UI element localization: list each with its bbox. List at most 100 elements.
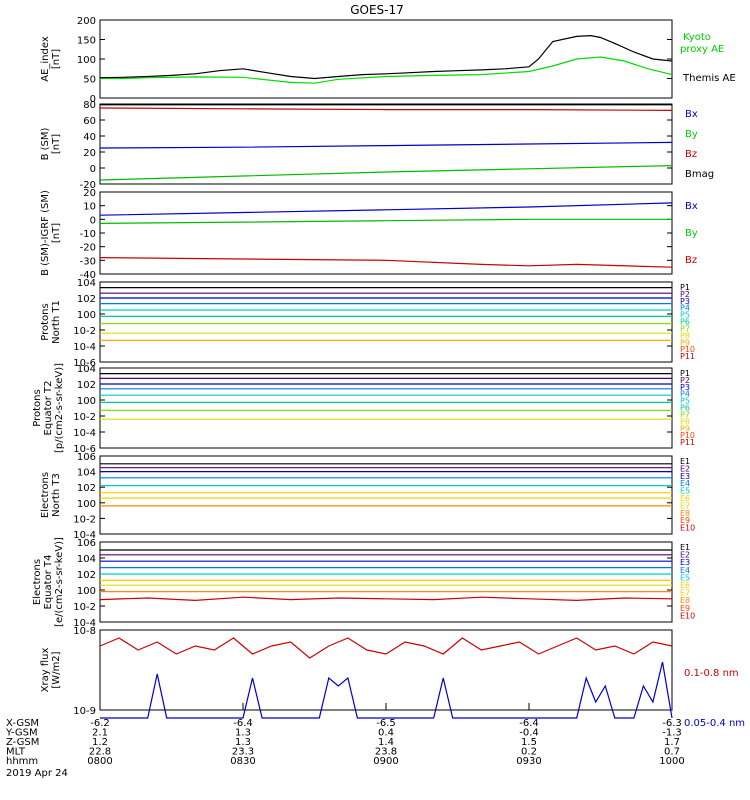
y-tick-label: 10-4	[73, 530, 96, 541]
legend-entry: P5	[680, 397, 690, 406]
y-axis-label: B (SM)-IGRF (SM)	[40, 190, 51, 276]
legend-entry: Bx	[685, 201, 698, 212]
y-axis-label: [p/(cm2-s-sr-keV)]	[54, 363, 65, 453]
legend-entry: E5	[680, 487, 690, 496]
x-row-value: 0900	[373, 756, 398, 767]
x-row-value: -6.2	[90, 718, 110, 729]
y-tick-label: 106	[77, 452, 96, 463]
legend-entry: P6	[680, 318, 690, 327]
x-row-value: -1.3	[662, 728, 682, 739]
legend-entry: E10	[680, 524, 695, 533]
panel-frame	[99, 103, 673, 185]
y-tick-label: 10-4	[73, 618, 96, 629]
x-row-value: 22.8	[89, 747, 111, 758]
y-tick-label: 104	[77, 364, 96, 375]
legend-entry: E3	[680, 558, 690, 567]
x-row-value: -6.5	[376, 718, 396, 729]
y-axis-label: [nT]	[51, 223, 62, 243]
x-row-value: 1.2	[92, 737, 108, 748]
legend-entry: P10	[680, 431, 695, 440]
series-line	[99, 596, 673, 602]
legend-entry: E1	[680, 543, 690, 552]
y-axis-label: [W/m2]	[51, 651, 62, 688]
x-row-value: 1.4	[378, 737, 394, 748]
y-tick-label: 102	[77, 294, 96, 305]
y-tick-label: 40	[83, 132, 96, 143]
y-tick-label: -10	[80, 229, 96, 240]
y-tick-label: 100	[77, 396, 96, 407]
x-row-value: -0.4	[519, 728, 539, 739]
y-tick-label: 10-2	[73, 412, 96, 423]
y-tick-label: 60	[83, 116, 96, 127]
legend-entry: P11	[680, 438, 695, 447]
legend-entry: P10	[680, 345, 695, 354]
legend-entry: P6	[680, 404, 690, 413]
x-row-value: 1.5	[521, 737, 537, 748]
panel-frame	[99, 281, 673, 363]
legend-entry: E4	[680, 479, 690, 488]
x-row-label: Z-GSM	[6, 737, 39, 748]
panel-ee: 10-4 10-2 100 102 104 106 Electrons Equator T4[…	[32, 537, 695, 629]
series-line	[99, 34, 673, 80]
x-row-value: 0.2	[521, 747, 537, 758]
legend-entry: E5	[680, 573, 690, 582]
time-axis-group: X-GSM -6.2 -6.4 -6.5 -6.4 -6.3 Y-GSM 2.1 1.3 0.4 -…	[5, 703, 685, 779]
y-tick-label: 200	[77, 16, 96, 27]
legend-entry: E9	[680, 604, 690, 613]
x-row-value: 0930	[516, 756, 541, 767]
legend-entry: P8	[680, 417, 690, 426]
legend-entry: Bz	[685, 255, 697, 266]
y-tick-label: 106	[77, 538, 96, 549]
series-line	[99, 202, 673, 216]
legend-entry: E6	[680, 581, 690, 590]
y-tick-label: -30	[80, 256, 96, 267]
x-row-value: 0800	[87, 756, 112, 767]
panel-frame	[99, 191, 673, 275]
y-tick-label: 10-6	[73, 444, 96, 455]
y-tick-label: 50	[83, 75, 96, 86]
date-label: 2019 Apr 24	[6, 768, 68, 779]
legend-entry: E6	[680, 494, 690, 503]
x-row-value: -6.3	[662, 718, 682, 729]
y-tick-label: 10	[83, 202, 96, 213]
y-axis-label: Xray flux	[40, 648, 51, 693]
legend-entry: E7	[680, 501, 690, 510]
legend-entry: P1	[680, 369, 690, 378]
y-tick-label: 10-2	[73, 326, 96, 337]
legend-entry: E4	[680, 566, 690, 575]
series-line	[99, 107, 673, 111]
y-axis-label: Protons	[32, 389, 43, 426]
x-row-label: Y-GSM	[5, 728, 38, 739]
y-tick-label: 10-6	[73, 358, 96, 369]
legend-entry: P9	[680, 424, 690, 433]
x-row-value: 1.3	[235, 728, 251, 739]
legend-entry: E7	[680, 589, 690, 598]
y-tick-label: 10-8	[73, 626, 96, 637]
y-tick-label: 102	[77, 483, 96, 494]
legend-entry: P1	[680, 283, 690, 292]
series-line	[99, 218, 672, 224]
legend-entry: By	[685, 129, 698, 140]
panel-frame	[99, 455, 673, 535]
y-tick-label: -20	[80, 180, 96, 191]
panel-frame	[99, 367, 673, 449]
x-row-value: 23.3	[232, 747, 254, 758]
y-tick-label: 10-9	[73, 706, 96, 717]
legend-entry: E2	[680, 464, 690, 473]
legend-entry: P11	[680, 352, 695, 361]
panel-pe: 10-6 10-4 10-2 100 102 104 Protons Equator T2 [p…	[32, 363, 695, 455]
y-tick-label: -20	[80, 243, 96, 254]
legend-entry: P2	[680, 290, 690, 299]
y-tick-label: 102	[77, 380, 96, 391]
y-tick-label: 102	[77, 570, 96, 581]
series-line	[99, 165, 673, 181]
y-axis-label: Electrons	[40, 472, 51, 518]
panel-bigrf: -40 -30 -20 -10 0 10 20 B (SM)-IGRF (SM) [nT] Bx B…	[40, 188, 698, 281]
legend-entry: P3	[680, 383, 690, 392]
x-row-value: 2.1	[92, 728, 108, 739]
y-axis-label: AE_index	[40, 36, 51, 82]
